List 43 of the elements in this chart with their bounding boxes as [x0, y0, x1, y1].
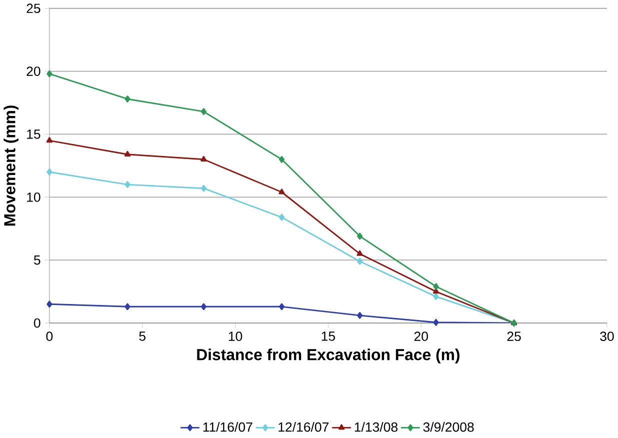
legend-label: 11/16/07 [203, 422, 252, 432]
point [124, 96, 130, 103]
legend-label: 1/13/08 [354, 422, 398, 432]
legend-label: 12/16/07 [278, 422, 329, 432]
point [46, 70, 52, 78]
x-axis-title: Distance from Excavation Face (m) [197, 348, 460, 364]
point [432, 288, 440, 294]
point [356, 250, 363, 256]
point [200, 185, 206, 192]
x-tick-label: 30 [600, 332, 614, 342]
point [46, 300, 52, 308]
y-tick-label: 20 [26, 66, 40, 76]
y-tick-label: 5 [34, 256, 40, 265]
x-tick-label: 25 [507, 332, 521, 342]
y-tick-label: 10 [27, 192, 40, 202]
point [356, 312, 363, 320]
point [356, 258, 363, 265]
y-tick-label: 0 [34, 318, 40, 328]
point [356, 232, 363, 240]
x-tick-label: 15 [322, 332, 335, 342]
x-tick-label: 20 [414, 332, 428, 342]
point [124, 303, 130, 310]
point [278, 214, 285, 221]
point [433, 283, 439, 290]
point [433, 319, 439, 326]
legend-label: 3/9/2008 [423, 422, 474, 432]
point [124, 151, 131, 157]
point [200, 303, 206, 310]
y-tick-label: 15 [27, 130, 40, 139]
point [278, 188, 285, 194]
point [278, 303, 285, 310]
point [46, 168, 52, 176]
point [278, 156, 285, 164]
x-tick-label: 0 [46, 332, 53, 342]
point [46, 137, 53, 143]
x-tick-label: 5 [139, 332, 146, 342]
x-tick-label: 10 [228, 332, 242, 342]
point [200, 108, 206, 116]
y-tick-label: 25 [26, 4, 40, 14]
point [433, 293, 439, 300]
point [124, 181, 130, 188]
y-axis-title: Movement (mm) [4, 106, 19, 226]
point [200, 156, 207, 162]
